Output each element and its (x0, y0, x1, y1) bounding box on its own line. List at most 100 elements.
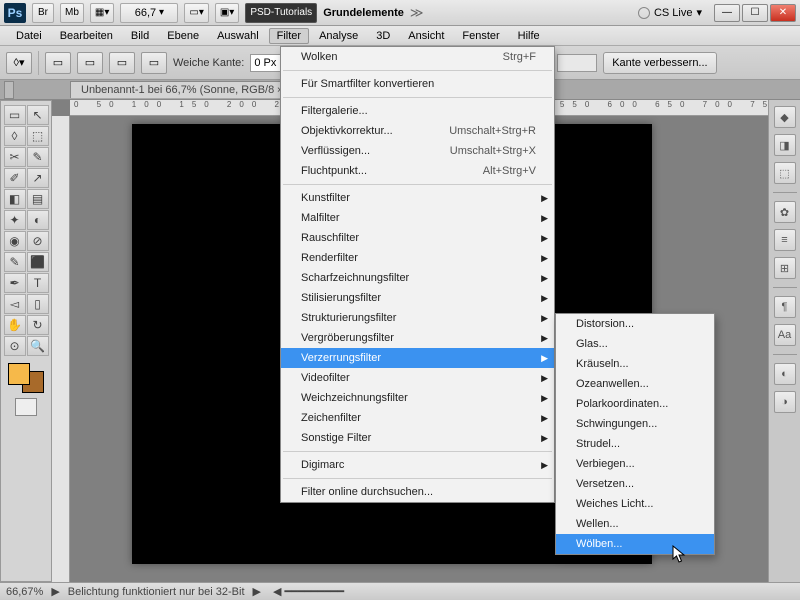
selection-sub[interactable]: ▭ (109, 52, 135, 74)
menu-bearbeiten[interactable]: Bearbeiten (52, 28, 121, 44)
filter-item[interactable]: WolkenStrg+F (281, 47, 554, 67)
tool[interactable]: ◅ (4, 294, 26, 314)
tool[interactable]: ✐ (4, 168, 26, 188)
height-input[interactable] (557, 54, 597, 72)
tool[interactable]: ↻ (27, 315, 49, 335)
panel-icon[interactable]: ◆ (774, 106, 796, 128)
submenu-item[interactable]: Polarkoordinaten... (556, 394, 714, 414)
filter-item[interactable]: Digimarc▶ (281, 455, 554, 475)
filter-item[interactable]: Stilisierungsfilter▶ (281, 288, 554, 308)
panel-icon[interactable]: ¶ (774, 296, 796, 318)
submenu-item[interactable]: Wölben... (556, 534, 714, 554)
tool[interactable]: T (27, 273, 49, 293)
filter-item[interactable]: Filter online durchsuchen... (281, 482, 554, 502)
menu-datei[interactable]: Datei (8, 28, 50, 44)
menu-ebene[interactable]: Ebene (159, 28, 207, 44)
submenu-item[interactable]: Wellen... (556, 514, 714, 534)
workspace-more[interactable]: ≫ (410, 5, 424, 21)
selection-add[interactable]: ▭ (77, 52, 103, 74)
filter-item[interactable]: Fluchtpunkt...Alt+Strg+V (281, 161, 554, 181)
submenu-item[interactable]: Kräuseln... (556, 354, 714, 374)
panel-icon[interactable]: Aa (774, 324, 796, 346)
submenu-item[interactable]: Weiches Licht... (556, 494, 714, 514)
submenu-item[interactable]: Glas... (556, 334, 714, 354)
refine-edge-button[interactable]: Kante verbessern... (603, 52, 716, 74)
window-minimize[interactable]: — (714, 4, 740, 22)
cslive[interactable]: CS Live▾ (638, 6, 702, 19)
filter-item[interactable]: Filtergalerie... (281, 101, 554, 121)
tool[interactable]: ▭ (4, 105, 26, 125)
tool[interactable]: ✦ (4, 210, 26, 230)
workspace-label[interactable]: Grundelemente (323, 7, 404, 19)
ruler-vertical[interactable] (52, 116, 70, 582)
submenu-item[interactable]: Distorsion... (556, 314, 714, 334)
tool[interactable]: ⬚ (27, 126, 49, 146)
panel-icon[interactable]: ⊞ (774, 257, 796, 279)
filter-item[interactable]: Scharfzeichnungsfilter▶ (281, 268, 554, 288)
minibridge-button[interactable]: Mb (60, 3, 84, 23)
filter-item[interactable]: Strukturierungsfilter▶ (281, 308, 554, 328)
submenu-item[interactable]: Strudel... (556, 434, 714, 454)
filter-item[interactable]: Zeichenfilter▶ (281, 408, 554, 428)
tool[interactable]: ✂ (4, 147, 26, 167)
panel-icon[interactable]: ✿ (774, 201, 796, 223)
filter-item[interactable]: Für Smartfilter konvertieren (281, 74, 554, 94)
status-info[interactable]: Belichtung funktioniert nur bei 32-Bit (68, 586, 245, 598)
quickmask[interactable] (15, 398, 37, 416)
tool[interactable]: ↖ (27, 105, 49, 125)
document-tab[interactable]: Unbenannt-1 bei 66,7% (Sonne, RGB/8 × (70, 81, 294, 98)
fg-color[interactable] (8, 363, 30, 385)
selection-intersect[interactable]: ▭ (141, 52, 167, 74)
submenu-item[interactable]: Versetzen... (556, 474, 714, 494)
arrange-button[interactable]: ▭▾ (184, 3, 208, 23)
tool[interactable]: ✎ (4, 252, 26, 272)
panel-icon[interactable]: ◑ (774, 391, 796, 413)
panel-icon[interactable]: ◐ (774, 363, 796, 385)
tool[interactable]: ◧ (4, 189, 26, 209)
menu-bild[interactable]: Bild (123, 28, 157, 44)
panel-icon[interactable]: ≡ (774, 229, 796, 251)
menu-hilfe[interactable]: Hilfe (510, 28, 548, 44)
bridge-button[interactable]: Br (32, 3, 54, 23)
tool[interactable]: 🔍 (27, 336, 49, 356)
selection-new[interactable]: ▭ (45, 52, 71, 74)
tool[interactable]: ⬛ (27, 252, 49, 272)
tool[interactable]: ◐ (27, 210, 49, 230)
menu-analyse[interactable]: Analyse (311, 28, 366, 44)
view-extras-button[interactable]: ▦▾ (90, 3, 114, 23)
filter-item[interactable]: Vergröberungsfilter▶ (281, 328, 554, 348)
tool-preset[interactable]: ◊▾ (6, 52, 32, 74)
panel-icon[interactable]: ⬚ (774, 162, 796, 184)
tool[interactable]: ✒ (4, 273, 26, 293)
filter-item[interactable]: Weichzeichnungsfilter▶ (281, 388, 554, 408)
submenu-item[interactable]: Schwingungen... (556, 414, 714, 434)
ps-logo[interactable]: Ps (4, 3, 26, 23)
tool[interactable]: ⊙ (4, 336, 26, 356)
filter-item[interactable]: Malfilter▶ (281, 208, 554, 228)
filter-item[interactable]: Objektivkorrektur...Umschalt+Strg+R (281, 121, 554, 141)
tool[interactable]: ▤ (27, 189, 49, 209)
window-maximize[interactable]: ☐ (742, 4, 768, 22)
menu-fenster[interactable]: Fenster (454, 28, 507, 44)
tool[interactable]: ⊘ (27, 231, 49, 251)
menu-auswahl[interactable]: Auswahl (209, 28, 267, 44)
filter-item[interactable]: Renderfilter▶ (281, 248, 554, 268)
submenu-item[interactable]: Ozeanwellen... (556, 374, 714, 394)
status-zoom[interactable]: 66,67% (6, 586, 43, 598)
doc-handle[interactable] (4, 81, 14, 99)
tool[interactable]: ◊ (4, 126, 26, 146)
tool[interactable]: ✎ (27, 147, 49, 167)
window-close[interactable]: ✕ (770, 4, 796, 22)
menu-filter[interactable]: Filter (269, 28, 309, 44)
tool[interactable]: ↗ (27, 168, 49, 188)
submenu-item[interactable]: Verbiegen... (556, 454, 714, 474)
panel-icon[interactable]: ◨ (774, 134, 796, 156)
filter-item[interactable]: Videofilter▶ (281, 368, 554, 388)
zoom-level[interactable]: 66,7 ▾ (120, 3, 178, 23)
filter-item[interactable]: Kunstfilter▶ (281, 188, 554, 208)
filter-item[interactable]: Verflüssigen...Umschalt+Strg+X (281, 141, 554, 161)
filter-item[interactable]: Sonstige Filter▶ (281, 428, 554, 448)
screen-mode-button[interactable]: ▣▾ (215, 3, 239, 23)
tool[interactable]: ✋ (4, 315, 26, 335)
psd-tutorials-button[interactable]: PSD-Tutorials (245, 3, 317, 23)
